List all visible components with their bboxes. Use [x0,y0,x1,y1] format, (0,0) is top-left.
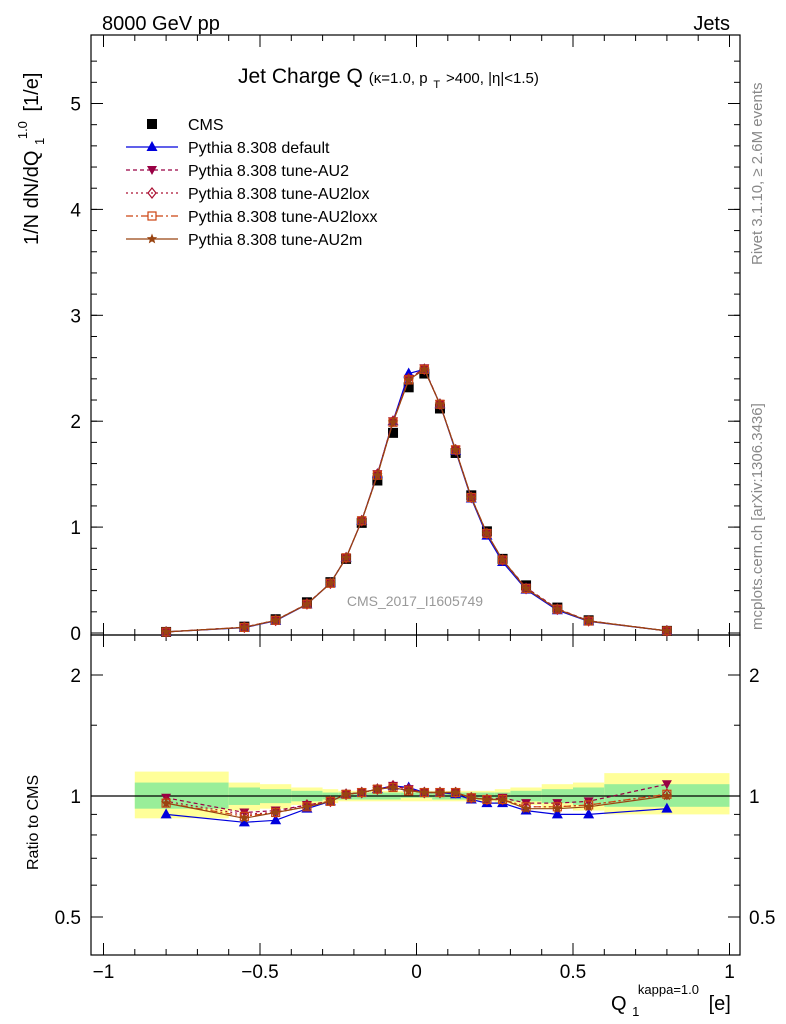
y-tick-label-main-5: 5 [70,95,81,116]
x-tick-label-1: −0.5 [241,962,279,983]
x-tick-label-3: 0.5 [560,962,586,983]
x-label-text: Q [611,993,627,1015]
y-tick-label-main-0: 0 [70,624,81,645]
legend-label-3: Pythia 8.308 tune-AU2lox [188,186,369,203]
y-tick-label-main-2: 2 [70,412,81,433]
legend: CMS Pythia 8.308 default Pythia 8.308 tune… [126,117,377,249]
chart-title-rest: >400, |η|<1.5) [446,70,539,87]
y-label-text: 1/N dN/dQ [21,151,43,245]
chart-title: Jet Charge Q (κ=1.0, p T >400, |η|<1.5) [238,65,539,93]
legend-label-4: Pythia 8.308 tune-AU2loxx [188,209,377,226]
legend-label-0: CMS [188,117,224,134]
legend-marker-5 [147,234,157,244]
rivet-label: Rivet 3.1.10, ≥ 2.6M events [749,83,766,266]
legend-marker-0 [147,119,157,129]
legend-entry-1: Pythia 8.308 default [126,140,330,157]
x-tick-label-0: −1 [93,962,115,983]
x-tick-label-4: 1 [724,962,735,983]
y-tick-label-ratio-2: 2 [70,666,81,687]
axis-ticks: −1 −0.5 0 0.5 1 0 1 2 3 4 5 0.5 0.5 1 1 2 2 [55,35,776,983]
analysis-watermark: CMS_2017_I1605749 [347,593,483,609]
chart-title-sub: T [433,79,440,91]
y-label-unit: [1/e] [21,73,43,112]
header-right: Jets [693,13,730,35]
y-tick-label-main-3: 3 [70,306,81,327]
ratio-uncertainty-bands [135,772,730,819]
header-left: 8000 GeV pp [102,13,220,35]
legend-entry-0: CMS [147,117,224,134]
legend-entry-3: Pythia 8.308 tune-AU2lox [126,186,369,203]
y-tick-label-ratio-1: 1 [70,787,81,808]
legend-label-1: Pythia 8.308 default [188,140,330,157]
legend-entry-4: Pythia 8.308 tune-AU2loxx [126,209,377,226]
chart-title-main: Jet Charge Q [238,65,363,88]
y-tick-label-ratio-right-0: 0.5 [749,908,775,929]
chart: 8000 GeV pp Jets Rivet 3.1.10, ≥ 2.6M ev… [0,0,786,1024]
x-axis-label: Q 1 kappa=1.0 [e] [611,977,731,1021]
legend-label-2: Pythia 8.308 tune-AU2 [188,163,349,180]
chart-title-detail: (κ=1.0, p [369,70,428,87]
x-label-sub: 1 [632,1004,639,1019]
y-axis-label-main: 1/N dN/dQ 1 1.0 [1/e] [10,73,49,245]
y-label-sub: 1 [32,138,47,145]
y-tick-label-main-1: 1 [70,518,81,539]
legend-marker-1 [147,141,158,151]
y-tick-label-ratio-0: 0.5 [55,908,81,929]
legend-entry-5: Pythia 8.308 tune-AU2m [126,232,362,249]
y-axis-label-ratio: Ratio to CMS [25,775,42,870]
x-label-unit: [e] [709,993,731,1015]
y-tick-label-ratio-right-2: 2 [749,666,760,687]
x-label-sup: kappa=1.0 [638,982,699,997]
y-label-sup: 1.0 [15,121,30,139]
y-tick-label-main-4: 4 [70,200,81,221]
mcplots-label: mcplots.cern.ch [arXiv:1306.3436] [749,403,766,630]
legend-label-5: Pythia 8.308 tune-AU2m [188,232,362,249]
x-tick-label-2: 0 [411,962,422,983]
legend-entry-2: Pythia 8.308 tune-AU2 [126,163,349,180]
y-tick-label-ratio-right-1: 1 [749,787,760,808]
